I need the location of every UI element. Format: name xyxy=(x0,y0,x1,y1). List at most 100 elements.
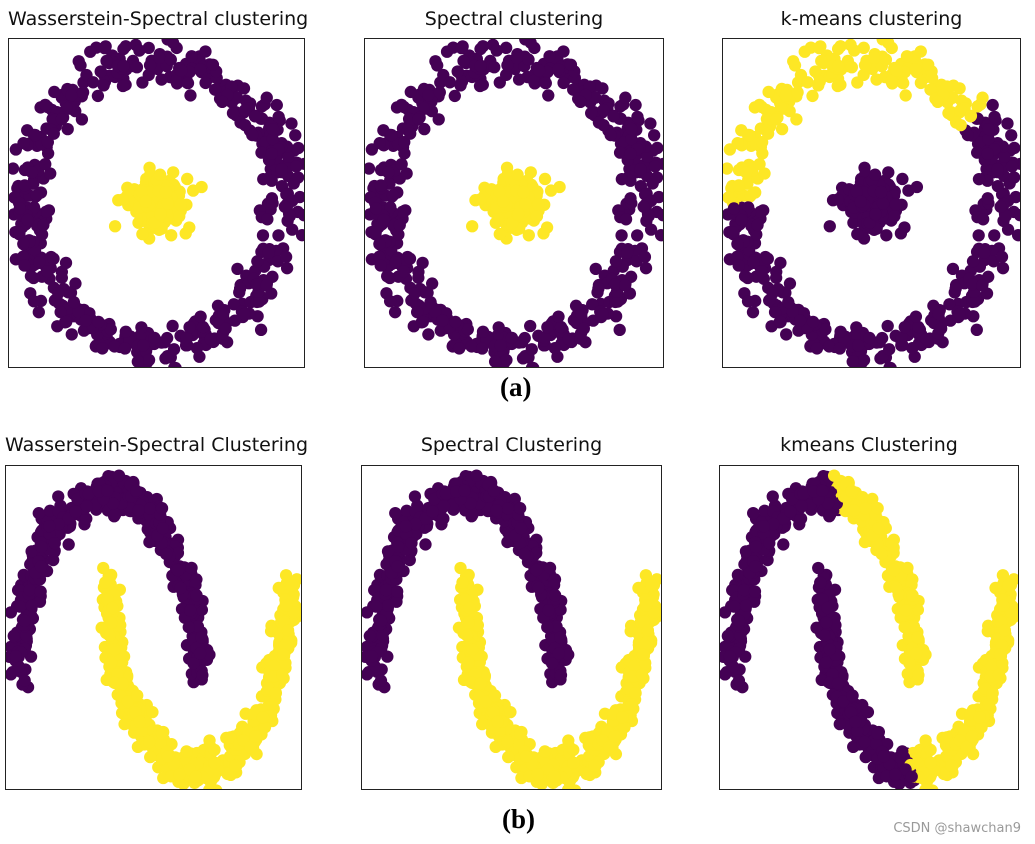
scatter-point xyxy=(35,540,48,554)
scatter-point xyxy=(972,173,986,186)
scatter-point xyxy=(885,74,898,88)
scatter-point xyxy=(217,307,230,321)
scatter-point xyxy=(874,185,888,199)
scatter-point xyxy=(488,355,502,367)
scatter-point xyxy=(522,53,535,66)
scatter-point xyxy=(283,209,297,223)
scatter-point xyxy=(181,76,195,90)
scatter-point xyxy=(161,750,175,763)
scatter-point xyxy=(377,213,391,227)
scatter-point xyxy=(261,213,274,226)
scatter-point xyxy=(1001,223,1015,236)
scatter-point xyxy=(888,210,901,223)
scatter-point xyxy=(552,63,565,76)
scatter-point xyxy=(159,185,173,199)
scatter-point xyxy=(751,218,764,232)
scatter-point xyxy=(18,179,31,192)
scatter-point xyxy=(466,220,479,233)
scatter-point xyxy=(770,113,783,126)
scatter-point xyxy=(557,76,570,90)
scatter-point xyxy=(278,200,291,213)
scatter-point xyxy=(380,270,394,283)
scatter-point xyxy=(589,262,602,276)
scatter-point xyxy=(291,171,304,184)
scatter-point xyxy=(625,132,638,146)
scatter-point xyxy=(499,41,513,54)
scatter-point xyxy=(462,656,475,669)
scatter-point xyxy=(155,73,168,86)
scatter-point xyxy=(619,91,632,104)
panel-circles-kmeans: k-means clustering xyxy=(722,8,1021,368)
scatter-point xyxy=(269,686,283,700)
scatter-point xyxy=(80,500,94,513)
scatter-point xyxy=(883,361,896,367)
scatter-point xyxy=(27,201,41,214)
scatter-point xyxy=(62,538,75,551)
scatter-point xyxy=(65,88,78,102)
scatter-point xyxy=(766,490,779,503)
scatter-point xyxy=(632,581,645,595)
scatter-point xyxy=(512,207,525,221)
scatter-point xyxy=(899,89,912,102)
scatter-point xyxy=(101,484,114,497)
scatter-point xyxy=(362,668,374,681)
scatter-point xyxy=(747,507,760,520)
scatter-point xyxy=(850,185,863,199)
scatter-point xyxy=(255,146,268,159)
scatter-point xyxy=(206,58,220,71)
scatter-point xyxy=(65,328,78,341)
scatter-point xyxy=(624,147,637,160)
scatter-point xyxy=(924,83,937,96)
scatter-point xyxy=(813,41,826,55)
scatter-point xyxy=(845,61,858,74)
scatter-point xyxy=(784,505,797,518)
scatter-point xyxy=(381,545,395,558)
scatter-point xyxy=(903,657,916,670)
scatter-point xyxy=(954,103,967,117)
scatter-point xyxy=(142,353,156,367)
scatter-point xyxy=(615,173,629,186)
scatter-point xyxy=(403,252,417,265)
scatter-point xyxy=(491,715,504,729)
scatter-point xyxy=(1005,129,1018,142)
scatter-point xyxy=(996,262,1010,275)
scatter-point xyxy=(256,229,270,242)
scatter-point xyxy=(489,216,502,229)
scatter-point xyxy=(768,306,782,319)
scatter-point xyxy=(501,735,514,749)
scatter-point xyxy=(118,342,132,355)
scatter-point xyxy=(488,61,501,74)
scatter-point xyxy=(978,246,991,259)
scatter-point xyxy=(527,74,541,88)
scatter-point xyxy=(548,589,562,602)
scatter-point xyxy=(607,110,620,123)
caption-a: (a) xyxy=(500,372,532,402)
scatter-point xyxy=(543,50,556,63)
scatter-point xyxy=(550,620,563,633)
scatter-point xyxy=(41,265,54,278)
scatter-point xyxy=(439,487,453,500)
scatter-point xyxy=(648,160,662,173)
scatter-point xyxy=(775,122,789,136)
scatter-point xyxy=(396,205,409,218)
scatter-point xyxy=(479,695,492,708)
scatter-point xyxy=(448,89,461,103)
scatter-point xyxy=(982,270,995,283)
scatter-point xyxy=(199,45,212,58)
scatter-point xyxy=(739,545,753,558)
scatter-point xyxy=(55,271,68,284)
scatter-point xyxy=(732,259,745,272)
scatter-point xyxy=(896,172,909,186)
scatter-point xyxy=(165,229,178,242)
scatter-point xyxy=(727,202,741,215)
scatter-point xyxy=(567,756,580,769)
scatter-point xyxy=(233,282,247,295)
scatter-point xyxy=(18,259,31,272)
scatter-point xyxy=(474,59,487,73)
scatter-point xyxy=(393,218,406,232)
scatter-point xyxy=(639,262,653,275)
scatter-point xyxy=(216,95,229,109)
scatter-point xyxy=(487,484,501,497)
scatter-point xyxy=(761,127,775,140)
scatter-point xyxy=(538,745,552,758)
